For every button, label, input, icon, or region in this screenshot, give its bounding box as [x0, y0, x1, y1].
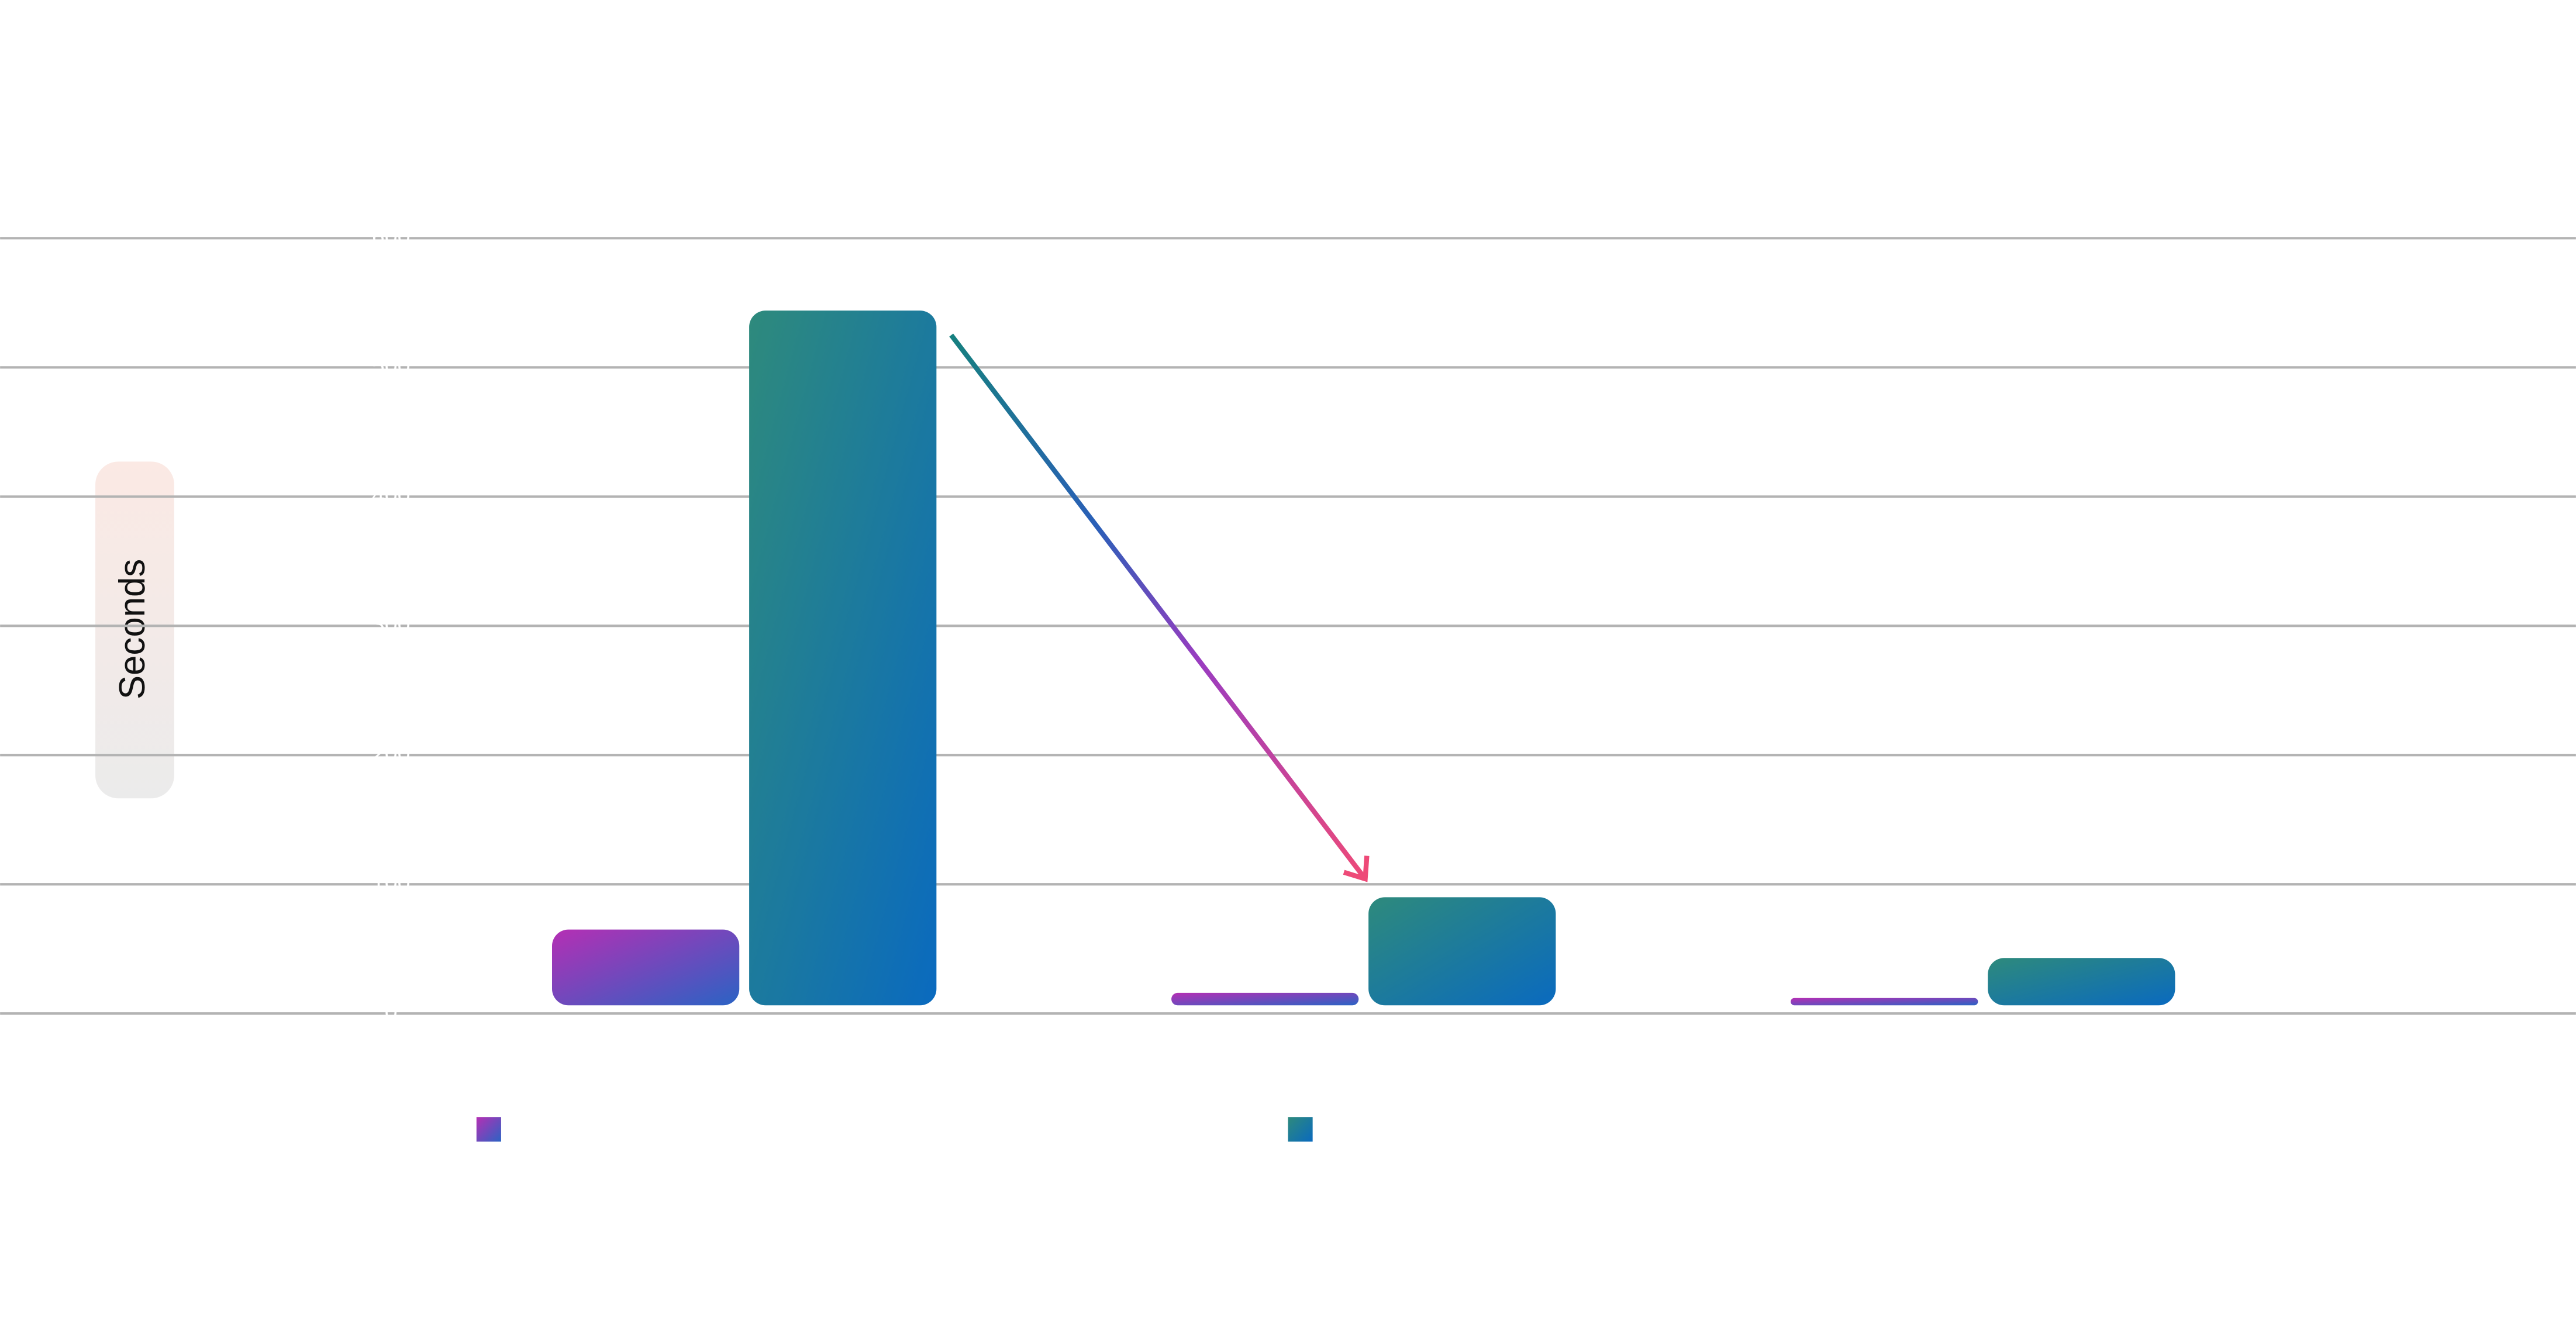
annotation-arrow — [949, 333, 1367, 881]
plot: 0 100 200 300 400 500 600 — [0, 224, 2576, 1142]
bar — [1988, 958, 2175, 1006]
y-label-pill — [95, 461, 174, 799]
y-tick-label: 600 — [372, 224, 411, 250]
bar — [551, 929, 740, 1006]
y-tick-label: 300 — [372, 612, 411, 637]
y-tick-label: 400 — [372, 482, 411, 508]
legend-swatch — [476, 1117, 501, 1142]
y-tick-label: 200 — [372, 741, 411, 767]
y-axis-label: Seconds — [112, 559, 153, 699]
bar — [749, 311, 937, 1006]
bar — [1171, 992, 1359, 1006]
arrow-head — [1343, 855, 1370, 882]
bar — [1368, 897, 1556, 1006]
y-tick-label: 100 — [372, 870, 411, 896]
y-tick-label: 500 — [372, 353, 411, 379]
y-tick-label: 0 — [385, 999, 398, 1025]
bar — [1791, 998, 1978, 1006]
legend-swatch — [1288, 1117, 1313, 1142]
